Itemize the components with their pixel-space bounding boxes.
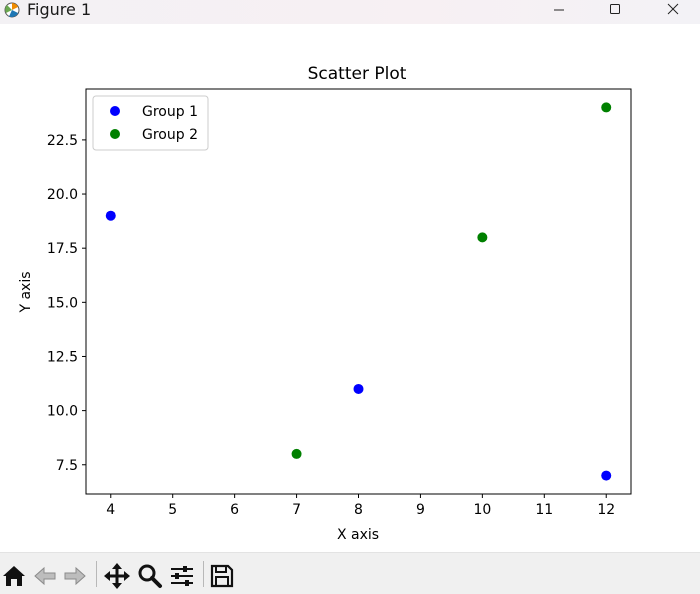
plot-area [85,88,632,495]
zoom-icon [138,564,162,588]
data-point [601,470,612,481]
matplotlib-icon [4,2,20,18]
legend-marker [110,106,120,116]
save-button[interactable] [208,562,236,590]
data-point [601,102,612,113]
data-points [105,102,612,481]
x-tick-label: 4 [106,502,115,518]
window-titlebar: Figure 1 [0,0,700,24]
legend-label: Group 2 [142,127,198,143]
y-tick-label: 20.0 [47,187,78,203]
navigation-toolbar [0,552,700,594]
x-tick-label: 5 [168,502,177,518]
x-tick-label: 10 [473,502,491,518]
forward-button[interactable] [61,562,89,590]
data-point [105,210,116,221]
toolbar-separator [203,561,204,587]
y-tick-label: 17.5 [47,241,78,257]
forward-icon [64,566,86,586]
maximize-button[interactable] [587,0,643,18]
toolbar-separator [96,561,97,587]
home-button[interactable] [0,562,28,590]
back-icon [34,566,56,586]
save-icon [210,564,234,588]
close-button[interactable] [645,0,700,18]
minimize-icon [554,9,564,11]
legend-box [92,95,209,151]
pan-button[interactable] [103,562,131,590]
y-axis-label: Y axis [18,271,34,313]
back-button[interactable] [31,562,59,590]
legend-label: Group 1 [142,104,198,120]
minimize-button[interactable] [531,0,587,18]
zoom-button[interactable] [136,562,164,590]
x-tick-label: 12 [597,502,615,518]
y-tick-label: 22.5 [47,133,78,149]
chart-title: Scatter Plot [308,64,407,84]
pan-icon [104,563,130,589]
data-point [291,448,302,459]
y-axis-ticks: 7.5 10.0 12.5 15.0 17.5 20.0 22.5 [47,133,86,474]
x-axis-label: X axis [337,527,379,543]
window-title: Figure 1 [27,0,92,19]
figure-canvas[interactable]: Scatter Plot 4 5 6 7 8 9 10 11 12 7.5 10.0 12.5 15.… [0,24,700,552]
configure-subplots-icon [171,566,193,586]
maximize-icon [610,4,620,14]
x-tick-label: 11 [535,502,553,518]
x-tick-label: 8 [354,502,363,518]
y-tick-label: 12.5 [47,349,78,365]
data-point [353,383,364,394]
home-icon [3,566,25,586]
legend: Group 1 Group 2 [92,95,209,151]
x-tick-label: 6 [230,502,239,518]
close-icon [667,3,679,15]
y-tick-label: 7.5 [56,458,78,474]
x-tick-label: 9 [416,502,425,518]
x-tick-label: 7 [292,502,301,518]
y-tick-label: 10.0 [47,404,78,420]
configure-subplots-button[interactable] [168,562,196,590]
data-point [477,232,488,243]
legend-marker [110,129,120,139]
x-axis-ticks: 4 5 6 7 8 9 10 11 12 [106,494,615,518]
y-tick-label: 15.0 [47,295,78,311]
